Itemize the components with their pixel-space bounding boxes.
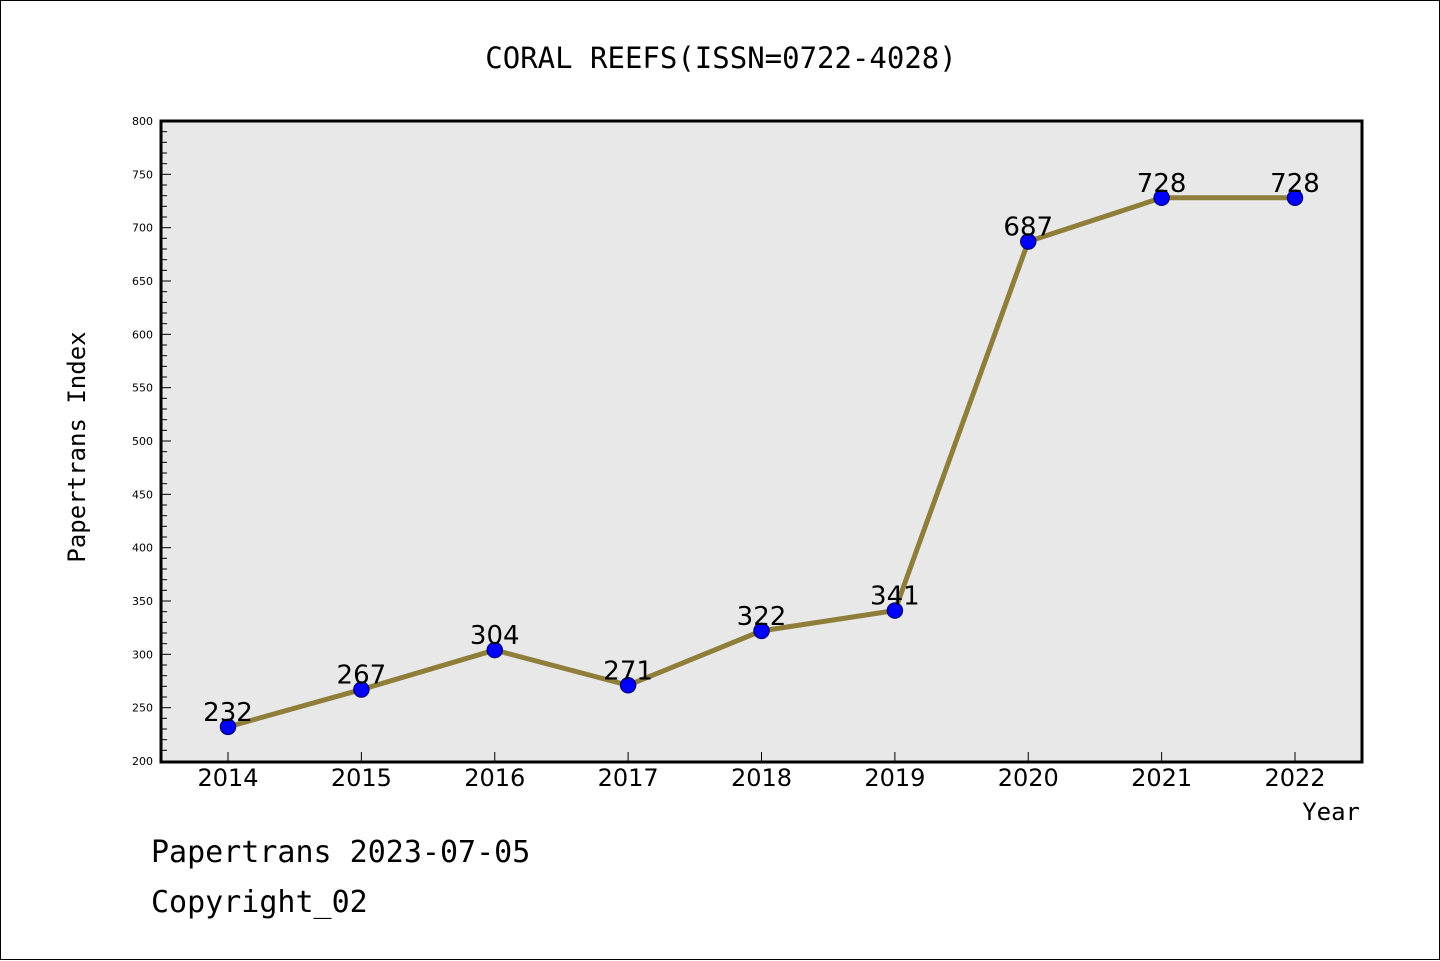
y-tick-label: 300 — [132, 648, 153, 661]
data-label: 304 — [470, 621, 520, 651]
y-tick-label: 400 — [132, 542, 153, 555]
x-tick-label: 2015 — [331, 764, 392, 792]
footer-date: Papertrans 2023-07-05 — [151, 835, 531, 870]
data-label: 267 — [337, 661, 387, 691]
data-label: 341 — [870, 582, 920, 612]
x-axis: 2014 2015 2016 2017 2018 2019 2020 2021 2022 — [197, 752, 1326, 792]
y-tick-label: 500 — [132, 435, 153, 448]
x-axis-label: Year — [1302, 798, 1360, 826]
data-point — [619, 677, 637, 694]
y-axis: 200 250 300 350 400 450 500 550 600 650 700 750 800 — [132, 115, 171, 768]
data-label: 728 — [1137, 169, 1187, 199]
y-tick-label: 700 — [132, 222, 153, 235]
data-point — [1020, 233, 1037, 250]
y-tick-label: 550 — [132, 382, 153, 395]
data-label: 687 — [1003, 213, 1053, 243]
footer-copyright: Copyright_02 — [151, 885, 368, 920]
data-label: 322 — [737, 602, 787, 632]
data-point — [753, 622, 770, 640]
data-label: 271 — [603, 656, 653, 686]
y-tick-label: 250 — [132, 702, 153, 715]
x-tick-label: 2017 — [598, 764, 659, 792]
y-axis-label: Papertrans Index — [63, 331, 91, 562]
y-tick-label: 650 — [132, 275, 153, 288]
y-tick-label: 350 — [132, 595, 153, 608]
data-point — [1153, 189, 1170, 207]
y-tick-label: 600 — [132, 328, 153, 341]
x-tick-label: 2022 — [1264, 764, 1325, 792]
data-labels: 232 267 304 271 322 341 687 728 728 — [203, 169, 1320, 728]
x-tick-label: 2021 — [1131, 764, 1192, 792]
series-markers — [219, 189, 1304, 736]
plot-area — [159, 119, 1364, 764]
y-tick-label: 450 — [132, 488, 153, 501]
y-tick-label: 750 — [132, 168, 153, 181]
x-tick-label: 2016 — [464, 764, 525, 792]
data-label: 728 — [1270, 169, 1320, 199]
data-point — [1286, 189, 1304, 207]
data-point — [886, 602, 904, 619]
x-tick-label: 2020 — [998, 764, 1059, 792]
data-point — [486, 641, 503, 659]
data-label: 232 — [203, 698, 253, 728]
x-tick-label: 2014 — [197, 764, 258, 792]
x-tick-label: 2018 — [731, 764, 792, 792]
x-tick-label: 2019 — [864, 764, 925, 792]
y-tick-label: 800 — [132, 115, 153, 128]
data-point — [353, 681, 370, 698]
chart-title: CORAL REEFS(ISSN=0722-4028) — [485, 41, 956, 75]
y-tick-label: 200 — [132, 755, 153, 768]
data-point — [219, 718, 237, 736]
